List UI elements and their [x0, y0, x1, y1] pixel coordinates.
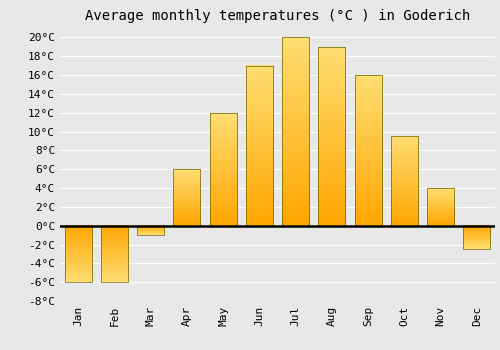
Bar	[137, 226, 164, 235]
Bar	[282, 37, 309, 226]
Bar	[318, 47, 345, 226]
Bar	[391, 136, 418, 226]
Bar	[464, 226, 490, 249]
Bar	[64, 226, 92, 282]
Bar	[174, 169, 201, 226]
Title: Average monthly temperatures (°C ) in Goderich: Average monthly temperatures (°C ) in Go…	[85, 9, 470, 23]
Bar	[354, 75, 382, 226]
Bar	[210, 113, 236, 226]
Bar	[246, 66, 273, 226]
Bar	[427, 188, 454, 226]
Bar	[101, 226, 128, 282]
